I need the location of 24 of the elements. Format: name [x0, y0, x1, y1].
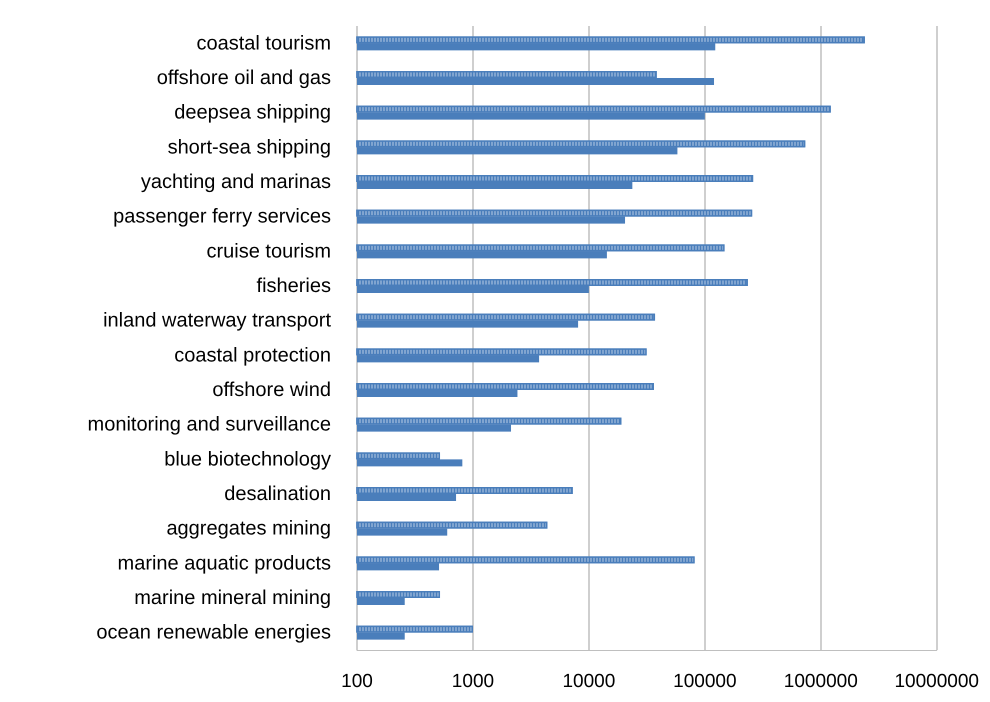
- y-tick-label: fisheries: [256, 275, 331, 297]
- y-tick-label: blue biotechnology: [164, 448, 331, 470]
- x-tick-label: 100000: [673, 671, 737, 692]
- y-tick-label: desalination: [224, 483, 331, 505]
- y-tick-label: offshore wind: [212, 379, 331, 401]
- y-tick-label: monitoring and surveillance: [88, 414, 331, 436]
- y-tick-label: coastal protection: [174, 344, 331, 366]
- y-tick-label: inland waterway transport: [103, 310, 332, 332]
- y-tick-label: cruise tourism: [206, 240, 331, 262]
- y-tick-label: aggregates mining: [166, 518, 331, 540]
- x-tick-label: 1000: [452, 671, 494, 692]
- y-tick-label: ocean renewable energies: [96, 622, 331, 644]
- y-tick-label: passenger ferry services: [113, 206, 331, 228]
- x-tick-label: 1000000: [784, 671, 858, 692]
- y-tick-label: deepsea shipping: [174, 102, 331, 124]
- x-tick-label: 100: [341, 671, 373, 692]
- x-tick-label: 10000000: [894, 671, 980, 692]
- y-tick-label: coastal tourism: [196, 32, 331, 54]
- y-tick-label: marine aquatic products: [118, 552, 331, 574]
- y-tick-label: yachting and marinas: [140, 171, 331, 193]
- y-tick-label: offshore oil and gas: [156, 67, 331, 89]
- y-tick-label: marine mineral mining: [134, 587, 331, 609]
- x-tick-label: 10000: [562, 671, 616, 692]
- y-tick-label: short-sea shipping: [168, 136, 331, 158]
